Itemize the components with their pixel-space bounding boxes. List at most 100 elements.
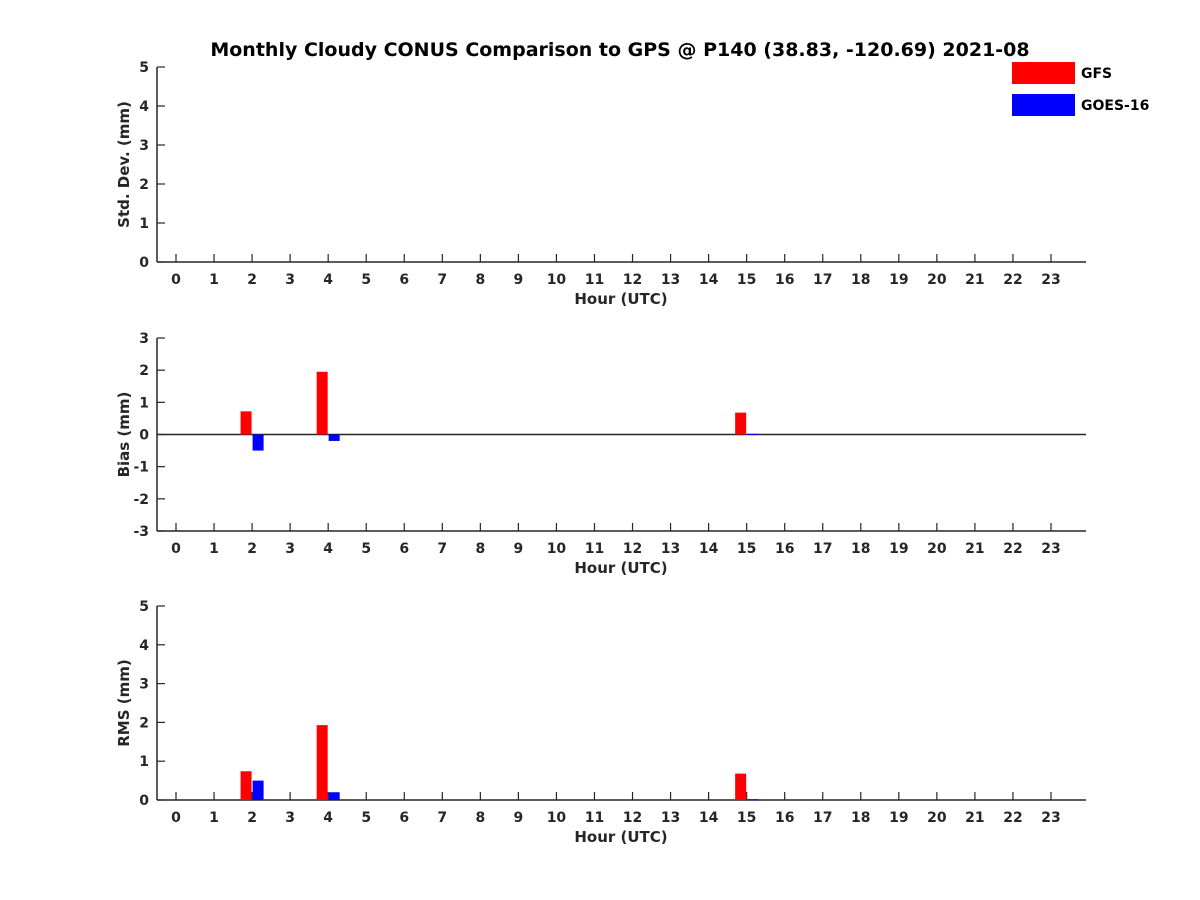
x-tick-label: 6 <box>399 272 409 288</box>
bar-gfs-hour-15 <box>735 412 747 435</box>
x-axis-label: Hour (UTC) <box>574 290 667 308</box>
chart-title: Monthly Cloudy CONUS Comparison to GPS @… <box>210 39 1029 61</box>
y-tick-label: 1 <box>139 395 149 411</box>
x-tick-label: 17 <box>813 810 832 826</box>
x-tick-label: 0 <box>171 541 181 557</box>
x-tick-label: 13 <box>661 541 680 557</box>
x-tick-label: 2 <box>247 541 257 557</box>
y-axis-label: Std. Dev. (mm) <box>115 101 133 228</box>
x-tick-label: 5 <box>361 810 371 826</box>
x-tick-label: 7 <box>437 272 447 288</box>
x-tick-label: 4 <box>323 541 333 557</box>
x-tick-label: 10 <box>547 810 567 826</box>
y-tick-label: 1 <box>139 754 149 770</box>
x-tick-label: 21 <box>965 810 984 826</box>
x-tick-label: 19 <box>889 810 908 826</box>
x-tick-label: 22 <box>1003 272 1022 288</box>
x-tick-label: 15 <box>737 541 756 557</box>
x-tick-label: 15 <box>737 810 756 826</box>
bar-goes-16-hour-4 <box>328 434 340 441</box>
bar-goes-16-hour-15 <box>747 799 759 801</box>
y-tick-label: 2 <box>139 715 149 731</box>
y-tick-label: 4 <box>139 638 149 654</box>
bar-gfs-hour-4 <box>316 371 328 435</box>
x-tick-label: 13 <box>661 272 680 288</box>
x-tick-label: 2 <box>247 272 257 288</box>
x-tick-label: 15 <box>737 272 756 288</box>
x-tick-label: 6 <box>399 541 409 557</box>
x-tick-label: 1 <box>209 272 219 288</box>
x-tick-label: 20 <box>927 272 947 288</box>
y-tick-label: 0 <box>139 793 149 809</box>
x-tick-label: 3 <box>285 810 295 826</box>
legend-label-1: GOES-16 <box>1081 98 1149 114</box>
y-tick-label: -3 <box>133 524 149 540</box>
x-tick-label: 3 <box>285 541 295 557</box>
x-tick-label: 21 <box>965 272 984 288</box>
x-tick-label: 10 <box>547 541 567 557</box>
x-tick-label: 23 <box>1041 810 1060 826</box>
x-tick-label: 11 <box>585 541 604 557</box>
x-tick-label: 23 <box>1041 272 1060 288</box>
x-tick-label: 10 <box>547 272 567 288</box>
legend-label-0: GFS <box>1081 66 1112 82</box>
x-tick-label: 17 <box>813 541 832 557</box>
x-axis-label: Hour (UTC) <box>574 828 667 846</box>
y-tick-label: 0 <box>139 255 149 271</box>
x-tick-label: 5 <box>361 541 371 557</box>
x-tick-label: 14 <box>699 541 719 557</box>
x-tick-label: 12 <box>623 272 642 288</box>
x-tick-label: 1 <box>209 810 219 826</box>
bar-gfs-hour-4 <box>316 725 328 800</box>
x-tick-label: 13 <box>661 810 680 826</box>
x-tick-label: 4 <box>323 272 333 288</box>
x-tick-label: 16 <box>775 810 794 826</box>
x-tick-label: 12 <box>623 541 642 557</box>
x-tick-label: 8 <box>475 541 485 557</box>
x-tick-label: 16 <box>775 272 794 288</box>
x-tick-label: 5 <box>361 272 371 288</box>
x-tick-label: 3 <box>285 272 295 288</box>
x-tick-label: 17 <box>813 272 832 288</box>
y-axis-label: Bias (mm) <box>115 392 133 478</box>
x-tick-label: 16 <box>775 541 794 557</box>
x-tick-label: 22 <box>1003 541 1022 557</box>
x-tick-label: 23 <box>1041 541 1060 557</box>
x-tick-label: 20 <box>927 541 947 557</box>
x-tick-label: 4 <box>323 810 333 826</box>
y-tick-label: 2 <box>139 177 149 193</box>
x-tick-label: 20 <box>927 810 947 826</box>
x-tick-label: 14 <box>699 272 719 288</box>
x-tick-label: 1 <box>209 541 219 557</box>
y-tick-label: 4 <box>139 99 149 115</box>
x-tick-label: 18 <box>851 810 870 826</box>
x-tick-label: 19 <box>889 272 908 288</box>
legend: GFS GOES-16 <box>1012 62 1149 116</box>
x-tick-label: 12 <box>623 810 642 826</box>
x-tick-label: 9 <box>514 810 524 826</box>
bar-goes-16-hour-4 <box>328 792 340 800</box>
bar-gfs-hour-2 <box>240 771 252 800</box>
bar-goes-16-hour-15 <box>747 433 759 435</box>
bar-gfs-hour-2 <box>240 411 252 435</box>
x-tick-label: 7 <box>437 541 447 557</box>
x-axis-label: Hour (UTC) <box>574 559 667 577</box>
bar-goes-16-hour-2 <box>252 780 264 800</box>
y-tick-label: 3 <box>139 138 149 154</box>
x-tick-label: 7 <box>437 810 447 826</box>
x-tick-label: 8 <box>475 272 485 288</box>
x-tick-label: 0 <box>171 272 181 288</box>
x-tick-label: 8 <box>475 810 485 826</box>
bar-goes-16-hour-2 <box>252 434 264 451</box>
y-axis-label: RMS (mm) <box>115 659 133 746</box>
y-tick-label: 0 <box>139 428 149 444</box>
x-tick-label: 18 <box>851 272 870 288</box>
y-tick-label: 3 <box>139 677 149 693</box>
legend-swatch-0 <box>1012 62 1075 84</box>
bar-gfs-hour-15 <box>735 773 747 800</box>
